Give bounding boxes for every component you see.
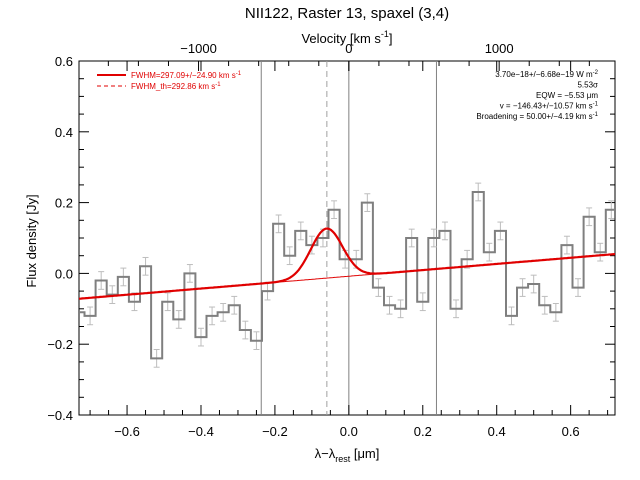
top-axis-label-exp: -1 xyxy=(381,29,389,39)
legend-entry-text: FWHM=297.09+/−24.90 km s xyxy=(131,71,236,80)
top-tick-label: 1000 xyxy=(485,41,514,56)
annotation-line: EQW = −5.53 μm xyxy=(536,91,598,100)
y-tick-label: −0.4 xyxy=(47,408,73,423)
annotation-exp: -2 xyxy=(593,70,599,76)
legend-entry-exp: -1 xyxy=(236,71,242,77)
x-tick-label: −0.6 xyxy=(114,424,140,439)
top-axis-label-close: ] xyxy=(389,31,393,46)
x-tick-label: −0.4 xyxy=(188,424,214,439)
top-tick-label: −1000 xyxy=(180,41,217,56)
legend-entry: FWHM=297.09+/−24.90 km s-1 xyxy=(131,71,242,80)
annotation-line: Broadening = 50.00+/−4.19 km s-1 xyxy=(476,112,598,121)
legend-entry: FWHM_th=292.86 km s-1 xyxy=(131,82,221,91)
annotation-exp: -1 xyxy=(593,102,599,108)
annotation-text: v = −146.43+/−10.57 km s xyxy=(500,102,593,111)
legend-entry-exp: -1 xyxy=(215,82,221,88)
x-axis-label-unit: [μm] xyxy=(350,446,379,461)
x-axis-label: λ−λrest [μm] xyxy=(315,446,380,464)
y-tick-label: 0.4 xyxy=(55,125,73,140)
annotation-line: 3.70e−18+/−6.68e−19 W m-2 xyxy=(495,70,598,79)
y-tick-label: −0.2 xyxy=(47,337,73,352)
annotation-line: v = −146.43+/−10.57 km s-1 xyxy=(500,102,599,111)
top-tick-label: 0 xyxy=(345,41,352,56)
y-tick-label: 0.0 xyxy=(55,266,73,281)
y-tick-label: 0.2 xyxy=(55,196,73,211)
x-tick-label: 0.4 xyxy=(488,424,506,439)
x-tick-label: 0.6 xyxy=(562,424,580,439)
annotation-line: 5.53σ xyxy=(577,81,598,90)
x-axis-label-main: λ−λ xyxy=(315,446,336,461)
annotation-text: 5.53σ xyxy=(577,81,598,90)
y-axis-label: Flux density [Jy] xyxy=(24,194,39,287)
legend-entry-text: FWHM_th=292.86 km s xyxy=(131,82,215,91)
y-tick-label: 0.6 xyxy=(55,54,73,69)
annotation-text: Broadening = 50.00+/−4.19 km s xyxy=(476,112,592,121)
x-axis-label-sub: rest xyxy=(335,454,351,464)
x-tick-label: 0.2 xyxy=(414,424,432,439)
plot-area: −0.6 −0.4 −0.2 0.0 0.2 0.4 0.6 −1000 0 1000 −0.4 −0… xyxy=(47,41,616,439)
spectrum-line xyxy=(79,191,615,360)
annotation-text: EQW = −5.53 μm xyxy=(536,91,598,100)
gaussian-fit-line xyxy=(78,227,616,300)
annotation-text: 3.70e−18+/−6.68e−19 W m xyxy=(495,70,593,79)
top-axis-label-main: Velocity [km s xyxy=(301,31,381,46)
top-axis-label: Velocity [km s-1] xyxy=(301,29,392,46)
x-tick-label: −0.2 xyxy=(262,424,288,439)
x-tick-label: 0.0 xyxy=(340,424,358,439)
chart-title: NII122, Raster 13, spaxel (3,4) xyxy=(245,5,449,22)
annotation-exp: -1 xyxy=(593,112,599,118)
